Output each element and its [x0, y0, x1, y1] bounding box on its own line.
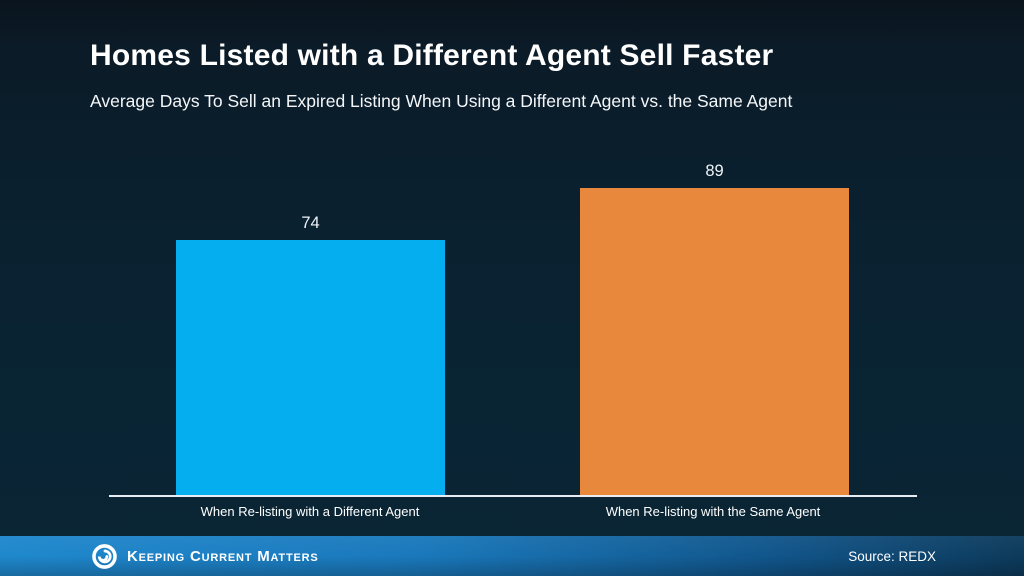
- source-label: Source: REDX: [848, 548, 936, 564]
- bar-same-agent: [580, 188, 849, 496]
- bar-chart: 74 89: [0, 150, 1024, 496]
- bar-different-agent: [176, 240, 445, 496]
- brand-name: Keeping Current Matters: [127, 547, 319, 565]
- x-axis-label-different-agent: When Re-listing with a Different Agent: [200, 504, 420, 519]
- kcm-swirl-logo-icon: [92, 543, 117, 569]
- chart-title: Homes Listed with a Different Agent Sell…: [90, 39, 774, 72]
- bar-group-same-agent: 89: [580, 150, 849, 496]
- chart-subtitle: Average Days To Sell an Expired Listing …: [90, 91, 793, 111]
- x-axis-label-same-agent: When Re-listing with the Same Agent: [605, 504, 821, 519]
- footer-bar: Keeping Current Matters Source: REDX: [0, 536, 1024, 576]
- bar-value-label: 74: [301, 214, 320, 232]
- bar-value-label: 89: [705, 162, 724, 180]
- bar-group-different-agent: 74: [176, 150, 445, 496]
- x-axis-line: [109, 495, 917, 497]
- brand-lockup: Keeping Current Matters: [91, 536, 318, 576]
